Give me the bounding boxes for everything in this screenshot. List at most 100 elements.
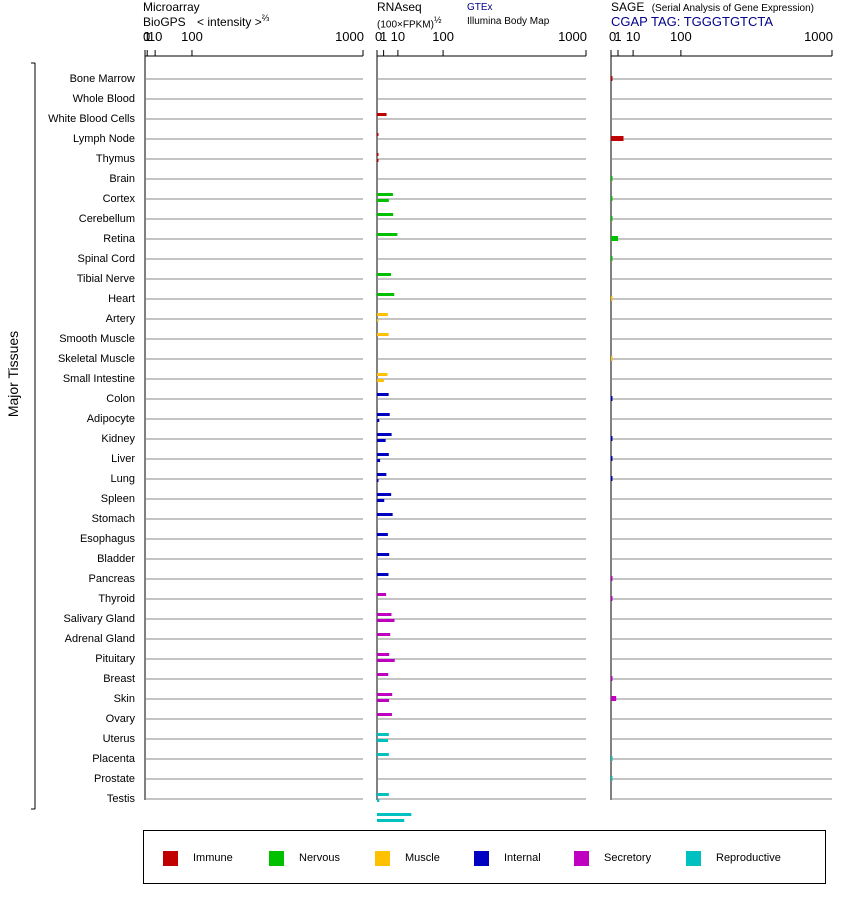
rnaseq-gtex-bar xyxy=(377,113,387,116)
tissue-label: Skeletal Muscle xyxy=(58,353,135,365)
rnaseq-gtex-bar xyxy=(377,653,390,656)
sage-bar xyxy=(611,456,613,461)
tissue-label: Testis xyxy=(107,793,136,805)
sage-tag: CGAP TAG: TGGGTGTCTA xyxy=(611,14,774,29)
microarray-tick-label-2: 10 xyxy=(148,29,162,44)
tissue-label: Spleen xyxy=(101,493,135,505)
illumina-label: Illumina Body Map xyxy=(467,16,550,27)
tissue-label: Lymph Node xyxy=(73,133,135,145)
legend-swatch-nervous xyxy=(269,851,284,866)
rnaseq-illumina-bar xyxy=(377,739,389,742)
microarray-title-line1: Microarray xyxy=(143,0,200,14)
tissue-label: Cerebellum xyxy=(79,213,135,225)
microarray-tick-label-1: 1 xyxy=(144,29,151,44)
rnaseq-illumina-bar xyxy=(377,699,390,702)
tissue-label: Heart xyxy=(108,293,135,305)
sage-tick-label-1: 1 xyxy=(614,29,621,44)
rnaseq-tick-label-0: 0 xyxy=(375,29,382,44)
rnaseq-gtex-bar xyxy=(377,213,394,216)
sage-bar xyxy=(611,256,613,261)
tissue-label: White Blood Cells xyxy=(48,113,135,125)
rnaseq-exponent: ½ xyxy=(433,15,442,25)
rnaseq-gtex-bar xyxy=(377,733,389,736)
rnaseq-gtex-bar xyxy=(377,493,392,496)
rnaseq-gtex-bar xyxy=(377,373,388,376)
tissue-label: Small Intestine xyxy=(63,373,135,385)
sage-bar xyxy=(611,176,613,181)
tissue-label: Cortex xyxy=(103,193,136,205)
tissue-label: Liver xyxy=(111,453,135,465)
rnaseq-illumina-bar xyxy=(377,319,379,322)
tissue-label: Artery xyxy=(106,313,136,325)
sage-tick-label-2: 10 xyxy=(626,29,640,44)
sage-bar xyxy=(611,756,613,761)
legend-swatch-muscle xyxy=(375,851,390,866)
rnaseq-gtex-bar xyxy=(377,553,390,556)
legend-swatch-immune xyxy=(163,851,178,866)
tissue-label: Whole Blood xyxy=(73,93,135,105)
tissue-label: Spinal Cord xyxy=(78,253,135,265)
sage-title: SAGE (Serial Analysis of Gene Expression… xyxy=(611,0,814,14)
sage-tick-label-4: 1000 xyxy=(804,29,833,44)
legend-label-secretory: Secretory xyxy=(604,852,652,864)
rnaseq-gtex-bar xyxy=(377,133,379,136)
sage-bar xyxy=(611,436,613,441)
sage-bar xyxy=(611,236,618,241)
sage-bar xyxy=(611,136,624,141)
tissue-label: Smooth Muscle xyxy=(59,333,135,345)
sage-bar xyxy=(611,196,613,201)
rnaseq-title-line1: RNAseq xyxy=(377,0,422,14)
rnaseq-units: (100×FPKM) xyxy=(377,19,434,31)
sage-bar xyxy=(611,576,613,581)
side-label: Major Tissues xyxy=(5,331,21,417)
sage-bar xyxy=(611,676,613,681)
rnaseq-illumina-bar xyxy=(377,459,381,462)
sage-bar xyxy=(611,776,613,781)
rnaseq-illumina-bar xyxy=(377,799,380,802)
microarray-title: Microarray xyxy=(143,0,200,14)
legend-label-internal: Internal xyxy=(504,852,541,864)
rnaseq-illumina-bar xyxy=(377,619,395,622)
biogps-label: BioGPS xyxy=(143,15,186,29)
tissue-label: Esophagus xyxy=(80,533,136,545)
rnaseq-illumina-bar xyxy=(377,659,395,662)
rnaseq-gtex-bar xyxy=(377,273,392,276)
tissue-label: Placenta xyxy=(92,753,136,765)
tissue-label: Pancreas xyxy=(89,573,136,585)
rnaseq-gtex-bar xyxy=(377,753,389,756)
rnaseq-illumina-bar xyxy=(377,479,379,482)
sage-bar xyxy=(611,396,613,401)
rnaseq-illumina-bar xyxy=(377,439,386,442)
tissue-label: Brain xyxy=(109,173,135,185)
tissue-label: Ovary xyxy=(106,713,136,725)
tissue-label: Kidney xyxy=(101,433,135,445)
microarray-tick-label-3: 100 xyxy=(181,29,203,44)
tissue-label: Retina xyxy=(103,233,136,245)
sage-description: (Serial Analysis of Gene Expression) xyxy=(651,3,814,14)
intensity-exponent: ⅔ xyxy=(261,13,270,23)
tissue-label: Stomach xyxy=(92,513,135,525)
tissue-label: Adrenal Gland xyxy=(65,633,135,645)
rnaseq-gtex-bar xyxy=(377,793,389,796)
rnaseq-gtex-bar xyxy=(377,153,379,156)
rnaseq-gtex-bar xyxy=(377,513,393,516)
rnaseq-gtex-bar xyxy=(377,593,387,596)
rnaseq-illumina-bar xyxy=(377,199,389,202)
microarray-tick-label-4: 1000 xyxy=(335,29,364,44)
tissue-label: Bone Marrow xyxy=(70,73,135,85)
sage-bar xyxy=(611,356,613,361)
sage-bar xyxy=(611,296,613,301)
rnaseq-gtex-bar xyxy=(377,313,388,316)
legend-label-reproductive: Reproductive xyxy=(716,852,781,864)
legend-label-nervous: Nervous xyxy=(299,852,340,864)
sage-bar xyxy=(611,596,613,601)
rnaseq-gtex-bar xyxy=(377,233,398,236)
tissue-label: Tibial Nerve xyxy=(77,273,135,285)
rnaseq-tick-label-1: 1 xyxy=(380,29,387,44)
tissue-label: Uterus xyxy=(103,733,136,745)
rnaseq-gtex-bar xyxy=(377,673,389,676)
rnaseq-gtex-bar xyxy=(377,413,390,416)
sage-tick-label-0: 0 xyxy=(609,29,616,44)
rnaseq-gtex-bar xyxy=(377,453,389,456)
